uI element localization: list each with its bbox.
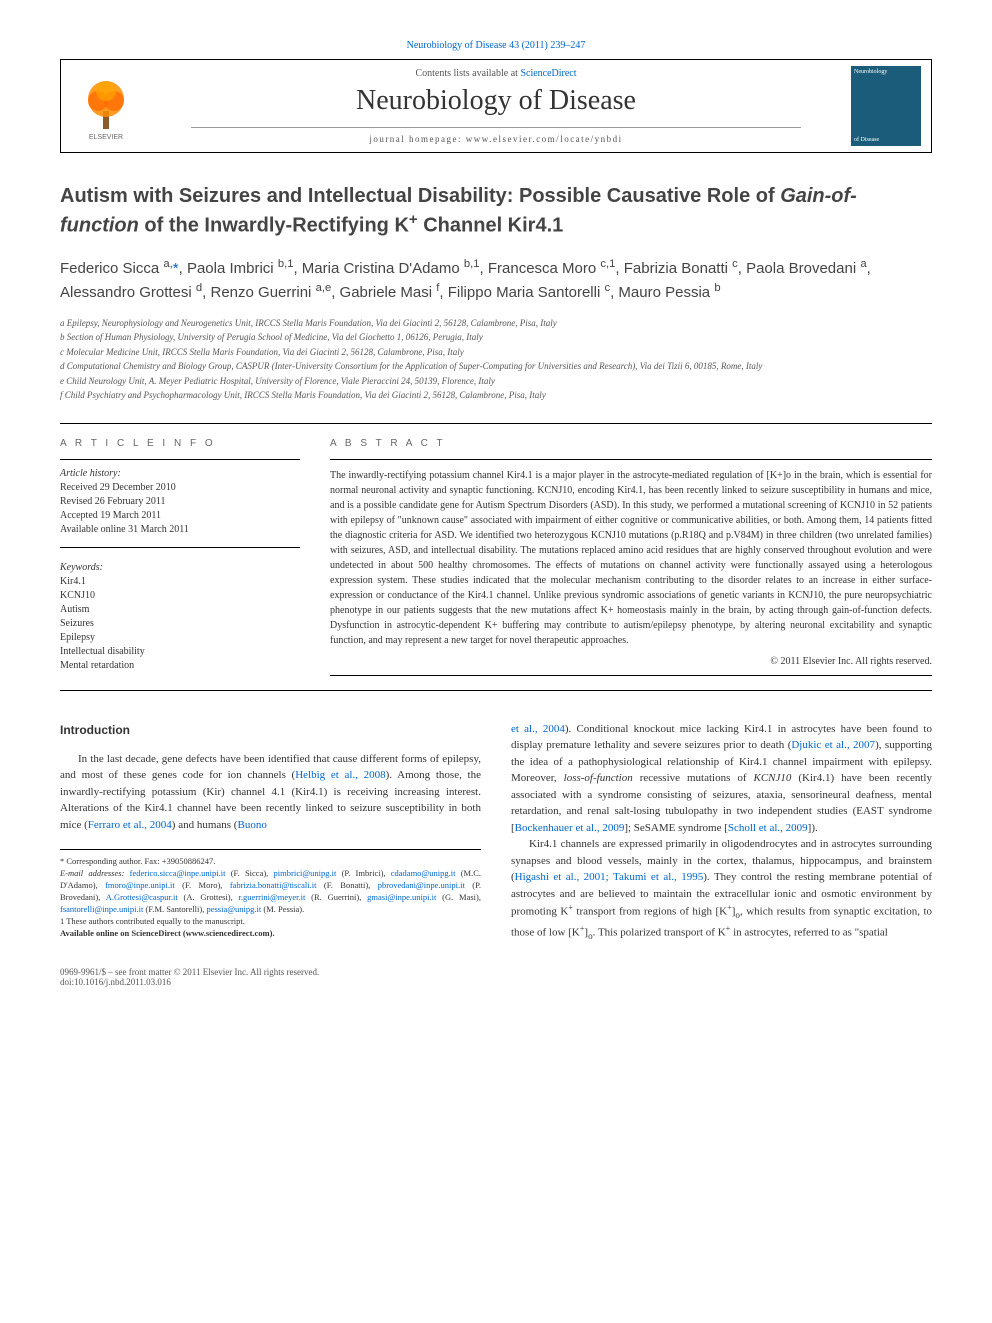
keyword: Mental retardation xyxy=(60,659,300,673)
available-online: Available online on ScienceDirect (www.s… xyxy=(60,928,481,940)
email-addresses: E-mail addresses: federico.sicca@inpe.un… xyxy=(60,868,481,916)
abstract-copyright: © 2011 Elsevier Inc. All rights reserved… xyxy=(330,656,932,667)
corresponding-author: * Corresponding author. Fax: +3905088624… xyxy=(60,856,481,868)
body-paragraph: Kir4.1 channels are expressed primarily … xyxy=(511,836,932,943)
body-columns: Introduction In the last decade, gene de… xyxy=(60,721,932,944)
svg-text:ELSEVIER: ELSEVIER xyxy=(89,134,123,141)
affiliation: e Child Neurology Unit, A. Meyer Pediatr… xyxy=(60,375,932,389)
header-citation-link[interactable]: Neurobiology of Disease 43 (2011) 239–24… xyxy=(407,40,586,51)
journal-cover-thumbnail: Neurobiology of Disease xyxy=(841,61,931,151)
article-info-heading: A R T I C L E I N F O xyxy=(60,438,300,449)
abstract-text: The inwardly-rectifying potassium channe… xyxy=(330,468,932,648)
affiliation: b Section of Human Physiology, Universit… xyxy=(60,331,932,345)
body-paragraph: In the last decade, gene defects have be… xyxy=(60,751,481,834)
header-center: Contents lists available at ScienceDirec… xyxy=(151,60,841,152)
contributed-equally: 1 These authors contributed equally to t… xyxy=(60,916,481,928)
cover-text-bottom: of Disease xyxy=(854,137,918,143)
history-item: Accepted 19 March 2011 xyxy=(60,509,300,523)
affiliations: a Epilepsy, Neurophysiology and Neurogen… xyxy=(60,317,932,403)
keywords-label: Keywords: xyxy=(60,562,300,573)
history-label: Article history: xyxy=(60,468,300,479)
affiliation: f Child Psychiatry and Psychopharmacolog… xyxy=(60,389,932,403)
affiliation: d Computational Chemistry and Biology Gr… xyxy=(60,360,932,374)
journal-name: Neurobiology of Disease xyxy=(151,85,841,117)
keyword: Autism xyxy=(60,603,300,617)
page-footer: 0969-9961/$ – see front matter © 2011 El… xyxy=(60,967,932,987)
elsevier-logo: ELSEVIER xyxy=(61,61,151,151)
sciencedirect-link[interactable]: ScienceDirect xyxy=(520,68,576,79)
journal-header-box: ELSEVIER Contents lists available at Sci… xyxy=(60,59,932,153)
history-item: Revised 26 February 2011 xyxy=(60,495,300,509)
history-item: Available online 31 March 2011 xyxy=(60,523,300,537)
keyword: Seizures xyxy=(60,617,300,631)
keyword: Intellectual disability xyxy=(60,645,300,659)
abstract-heading: A B S T R A C T xyxy=(330,438,932,449)
header-citation: Neurobiology of Disease 43 (2011) 239–24… xyxy=(60,40,932,51)
introduction-heading: Introduction xyxy=(60,721,481,739)
contents-available: Contents lists available at ScienceDirec… xyxy=(151,68,841,79)
keyword: Kir4.1 xyxy=(60,575,300,589)
article-title: Autism with Seizures and Intellectual Di… xyxy=(60,183,932,240)
history-item: Received 29 December 2010 xyxy=(60,481,300,495)
keyword: KCNJ10 xyxy=(60,589,300,603)
affiliation: c Molecular Medicine Unit, IRCCS Stella … xyxy=(60,346,932,360)
footer-copyright: 0969-9961/$ – see front matter © 2011 El… xyxy=(60,967,319,977)
authors-list: Federico Sicca a,*, Paola Imbrici b,1, M… xyxy=(60,256,932,305)
keyword: Epilepsy xyxy=(60,631,300,645)
affiliation: a Epilepsy, Neurophysiology and Neurogen… xyxy=(60,317,932,331)
footer-doi: doi:10.1016/j.nbd.2011.03.016 xyxy=(60,977,319,987)
cover-text-top: Neurobiology xyxy=(854,69,918,75)
body-paragraph: et al., 2004). Conditional knockout mice… xyxy=(511,721,932,837)
journal-homepage: journal homepage: www.elsevier.com/locat… xyxy=(151,134,841,144)
footnote-block: * Corresponding author. Fax: +3905088624… xyxy=(60,849,481,939)
